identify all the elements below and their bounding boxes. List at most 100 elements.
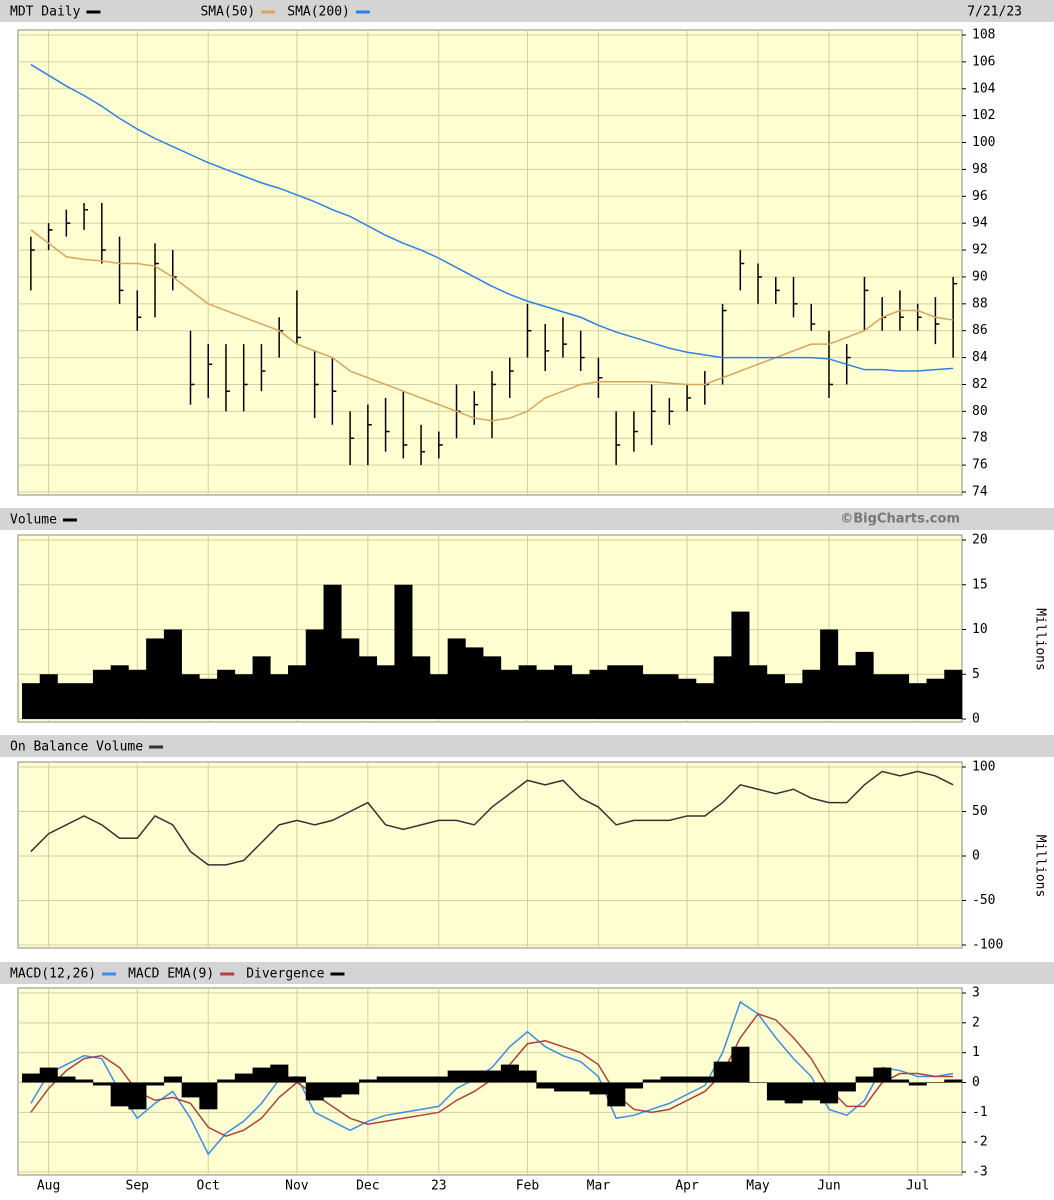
x-tick-label: Sep — [126, 1179, 150, 1194]
bar — [288, 1076, 307, 1083]
x-tick-label: Dec — [356, 1179, 379, 1194]
bar — [607, 665, 626, 719]
credit: ©BigCharts.com — [840, 512, 960, 527]
bar — [376, 665, 395, 719]
plot-area — [17, 761, 963, 949]
y-tick-label: 5 — [972, 667, 980, 682]
x-tick-label: 23 — [431, 1179, 447, 1194]
bar — [483, 1070, 502, 1083]
panel-header — [0, 735, 1054, 757]
bar — [908, 683, 927, 719]
bar — [731, 611, 750, 719]
y-tick-label: 74 — [972, 485, 988, 500]
legend-label: On Balance Volume — [10, 740, 143, 755]
y-tick-label: 0 — [972, 1075, 980, 1090]
y-tick-label: 2 — [972, 1015, 980, 1030]
bar — [270, 674, 289, 719]
bar — [39, 674, 58, 719]
bar — [429, 1076, 448, 1083]
bar — [554, 665, 573, 719]
bar — [376, 1076, 395, 1083]
y-tick-label: 76 — [972, 458, 988, 473]
y-tick-label: 108 — [972, 28, 995, 43]
bar — [412, 656, 431, 719]
y-tick-label: 1 — [972, 1045, 980, 1060]
y-tick-label: 104 — [972, 81, 996, 96]
bar — [589, 669, 608, 719]
bar — [217, 1079, 236, 1083]
bar — [837, 665, 856, 719]
bar — [252, 1067, 271, 1083]
bar — [891, 1079, 910, 1083]
bar — [110, 1082, 129, 1107]
bar — [234, 1073, 253, 1083]
bar — [146, 638, 165, 719]
bar — [288, 665, 307, 719]
y-tick-label: -50 — [972, 893, 995, 908]
bar — [146, 1082, 165, 1086]
legend-label: MACD EMA(9) — [128, 967, 214, 982]
bar — [394, 584, 413, 719]
panel-header — [0, 0, 1054, 22]
bar — [873, 1067, 892, 1083]
bar — [22, 1073, 41, 1083]
bar — [234, 674, 253, 719]
bar — [92, 1082, 111, 1086]
bar — [536, 1082, 555, 1089]
y-tick-label: -100 — [972, 938, 1003, 953]
bar — [128, 669, 147, 719]
bar — [323, 1082, 342, 1098]
bar — [625, 665, 644, 719]
line — [30, 770, 954, 866]
y-tick-label: 10 — [972, 622, 988, 637]
y-tick-label: 98 — [972, 162, 988, 177]
bar — [802, 669, 821, 719]
bar — [163, 629, 182, 719]
bar — [837, 1082, 856, 1092]
bar — [536, 669, 555, 719]
line — [30, 1000, 954, 1156]
bar — [766, 1082, 785, 1101]
bar — [784, 1082, 803, 1104]
y-axis-label: Millions — [1033, 835, 1048, 898]
y-tick-label: 90 — [972, 269, 988, 284]
bar — [660, 674, 679, 719]
plot-area — [17, 29, 963, 496]
bar — [75, 683, 94, 719]
panel-header — [0, 508, 1054, 530]
x-tick-label: Mar — [587, 1179, 611, 1194]
bar — [483, 656, 502, 719]
bar — [784, 683, 803, 719]
y-tick-label: 78 — [972, 431, 988, 446]
bar — [270, 1064, 289, 1083]
y-tick-label: 0 — [972, 712, 980, 727]
bar — [926, 1082, 945, 1083]
bar — [766, 674, 785, 719]
bar — [199, 678, 218, 719]
bar — [500, 669, 519, 719]
bar — [713, 656, 732, 719]
bar — [749, 665, 768, 719]
bar — [181, 674, 200, 719]
legend-label: MDT Daily — [10, 5, 81, 20]
bar — [607, 1082, 626, 1107]
bar — [305, 629, 324, 719]
bar — [625, 1082, 644, 1089]
bar — [39, 1067, 58, 1083]
bar — [465, 647, 484, 719]
bar — [695, 683, 714, 719]
bar — [75, 1079, 94, 1083]
bar — [926, 678, 945, 719]
bar — [110, 665, 129, 719]
bar — [305, 1082, 324, 1101]
y-tick-label: 82 — [972, 377, 988, 392]
y-tick-label: -2 — [972, 1135, 988, 1150]
bar — [749, 1082, 768, 1083]
bar — [802, 1082, 821, 1101]
line — [30, 229, 954, 422]
bar — [678, 678, 697, 719]
x-tick-label: Aug — [37, 1179, 60, 1194]
x-tick-label: Feb — [516, 1179, 540, 1194]
y-axis-label: Millions — [1033, 608, 1048, 671]
